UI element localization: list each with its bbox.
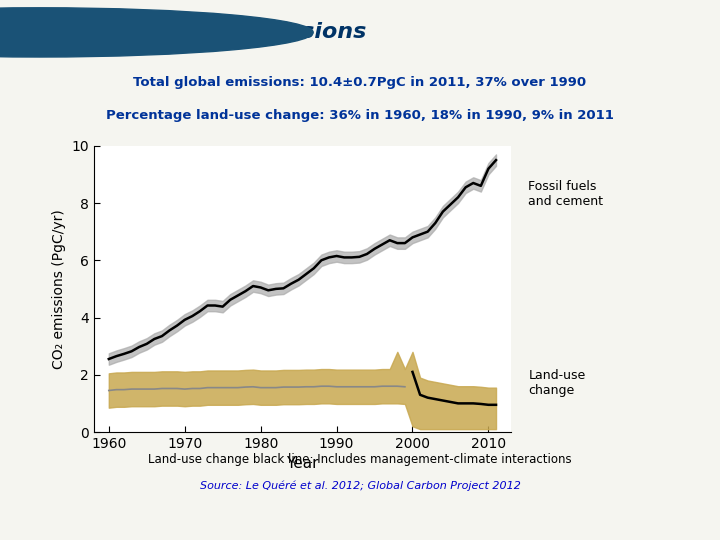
Text: Total global emissions: 10.4±0.7PgC in 2011, 37% over 1990: Total global emissions: 10.4±0.7PgC in 2… — [133, 77, 587, 90]
Text: Fossil fuels
and cement: Fossil fuels and cement — [528, 180, 603, 208]
Text: Land-use change black line: Includes management-climate interactions: Land-use change black line: Includes man… — [148, 453, 572, 465]
Text: Land-use
change: Land-use change — [528, 369, 586, 397]
Text: Source: Le Quéré et al. 2012; Global Carbon Project 2012: Source: Le Quéré et al. 2012; Global Car… — [199, 481, 521, 491]
Y-axis label: CO₂ emissions (PgC/yr): CO₂ emissions (PgC/yr) — [52, 209, 66, 369]
Text: Total Global Emissions: Total Global Emissions — [86, 22, 366, 43]
Text: Percentage land-use change: 36% in 1960, 18% in 1990, 9% in 2011: Percentage land-use change: 36% in 1960,… — [106, 109, 614, 122]
Circle shape — [0, 8, 313, 57]
X-axis label: Year: Year — [286, 456, 319, 471]
